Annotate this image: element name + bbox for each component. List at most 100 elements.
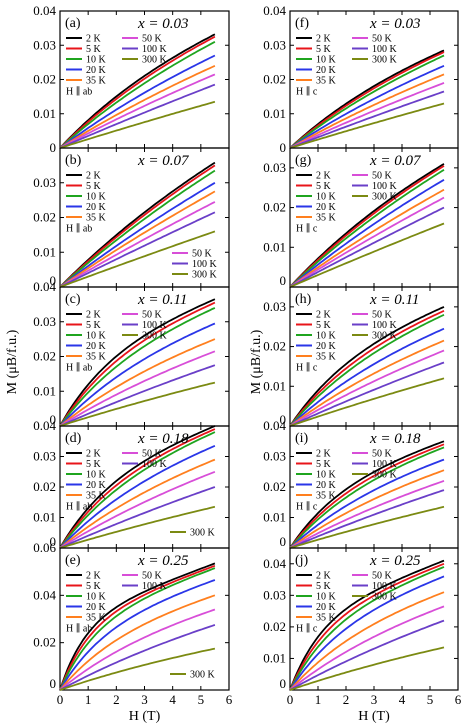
series-line-2k [289, 49, 445, 149]
y-tick-label: 0.02 [263, 479, 286, 494]
y-tick-label: 0.02 [33, 72, 56, 87]
y-tick-label: 0.03 [33, 314, 56, 329]
legend-label: 5 K [316, 581, 332, 592]
y-tick-label: 0.02 [33, 635, 56, 650]
panel-label: (i) [295, 431, 309, 446]
legend-label: 100 K [372, 181, 398, 192]
legend-label: 35 K [316, 613, 337, 624]
panel-label: (h) [295, 292, 312, 307]
x-tick-label: 6 [455, 692, 462, 707]
series-line-10k [289, 313, 445, 427]
series-line-100k [59, 364, 216, 427]
y-tick-label: 0.03 [33, 449, 56, 464]
series-line-5k [59, 428, 216, 549]
legend-label: 50 K [372, 571, 393, 582]
legend-label: 100 K [372, 44, 398, 55]
legend-label: 50 K [192, 249, 213, 260]
panel-label: (b) [65, 153, 82, 168]
field-direction-label: H ∥ c [296, 362, 318, 374]
legend-label: 300 K [372, 470, 398, 481]
panel-j: 0 1 2 3 4 5 6 0 0.01 0.02 0.03 0.04 (j) x = 0.25 2 K5 … [263, 547, 462, 723]
y-tick-label: 0 [50, 412, 57, 427]
field-direction-label: H ∥ ab [66, 501, 92, 513]
composition-annotation: x = 0.25 [137, 553, 189, 569]
legend-label: 2 K [316, 171, 332, 182]
y-tick-label: 0.04 [33, 3, 56, 18]
ylabel-right: M (μB/f.u.) [249, 329, 264, 394]
legend-label: 10 K [316, 470, 337, 481]
series-line-300k [59, 505, 216, 549]
series-line-100k [59, 83, 216, 149]
y-tick-label: 0 [280, 534, 287, 549]
legend-label: 2 K [316, 310, 332, 321]
legend-label: 35 K [86, 613, 107, 624]
panel-group: 00.010.020.030.04(a) x = 0.032 K5 K10 K20… [33, 3, 462, 723]
panel-f: 0 0.01 0.02 0.03 0.04 (f) x = 0.03 2 K5 K10 K20… [263, 3, 459, 155]
legend-label: 300 K [372, 55, 398, 66]
series-line-20k [289, 575, 445, 691]
x-axis-title: H (T) [129, 709, 161, 723]
legend-label: 100 K [372, 581, 398, 592]
legend-label: 300 K [190, 528, 216, 539]
legend-label: 20 K [316, 480, 337, 491]
legend-label: 20 K [316, 341, 337, 352]
series-line-100k [289, 90, 445, 149]
composition-annotation: x = 0.11 [137, 292, 187, 308]
series-line-2k [59, 562, 216, 691]
legend-label: 35 K [86, 352, 107, 363]
series-line-50k [59, 201, 216, 288]
legend-label: 300 K [190, 670, 216, 681]
field-direction-label: H ∥ c [296, 623, 318, 635]
x-tick-label: 6 [226, 692, 233, 707]
y-tick-label: 0.01 [263, 106, 286, 121]
panel-i: 0 0.01 0.02 0.03 0.04 (i) x = 0.18 2 K5 K10 K20… [263, 418, 459, 549]
legend-label: 5 K [86, 459, 102, 470]
legend-label: 10 K [316, 55, 337, 66]
legend-label: 20 K [316, 202, 337, 213]
legend-label: 50 K [372, 34, 393, 45]
series-line-20k [59, 444, 216, 549]
y-tick-label: 0.02 [33, 349, 56, 364]
series-line-35k [59, 64, 216, 149]
series-line-10k [289, 566, 445, 691]
legend-label: 10 K [86, 192, 107, 203]
y-tick-label: 0.03 [33, 175, 56, 190]
y-tick-label: 0.02 [263, 72, 286, 87]
legend-label: 100 K [142, 459, 168, 470]
legend-label: 100 K [142, 44, 168, 55]
series-line-2k [59, 425, 216, 549]
legend-label: 50 K [142, 571, 163, 582]
series-line-5k [59, 164, 216, 288]
series-line-20k [59, 579, 216, 691]
series-line-50k [289, 349, 445, 427]
composition-annotation: x = 0.18 [137, 431, 189, 447]
series-line-20k [59, 182, 216, 288]
legend-label: 20 K [86, 480, 107, 491]
y-tick-label: 0.02 [263, 619, 286, 634]
series-line-100k [289, 489, 445, 549]
legend-label: 100 K [142, 581, 168, 592]
legend-label: 20 K [86, 202, 107, 213]
series-line-100k [289, 361, 445, 427]
panel-label: (j) [295, 553, 309, 568]
series-line-35k [59, 594, 216, 691]
x-tick-label: 3 [141, 692, 148, 707]
legend-label: 20 K [86, 602, 107, 613]
ylabel-left: M (μB/f.u.) [5, 329, 20, 394]
y-tick-label: 0 [50, 140, 57, 155]
y-tick-label: 0 [280, 676, 287, 691]
y-tick-label: 0 [50, 534, 57, 549]
legend-label: 100 K [372, 320, 398, 331]
legend-label: 20 K [86, 65, 107, 76]
panel-label: (f) [295, 16, 309, 31]
x-tick-label: 4 [399, 692, 406, 707]
y-tick-label: 0 [280, 273, 287, 288]
x-tick-label: 1 [85, 692, 92, 707]
series-line-50k [59, 350, 216, 427]
series-line-5k [289, 165, 445, 288]
panel-a: 0 0.01 0.02 0.03 0.04 (a) x = 0.03 2 K5 K10 K20… [33, 3, 230, 155]
x-tick-label: 5 [198, 692, 205, 707]
series-line-35k [289, 339, 445, 427]
series-line-300k [59, 230, 216, 288]
